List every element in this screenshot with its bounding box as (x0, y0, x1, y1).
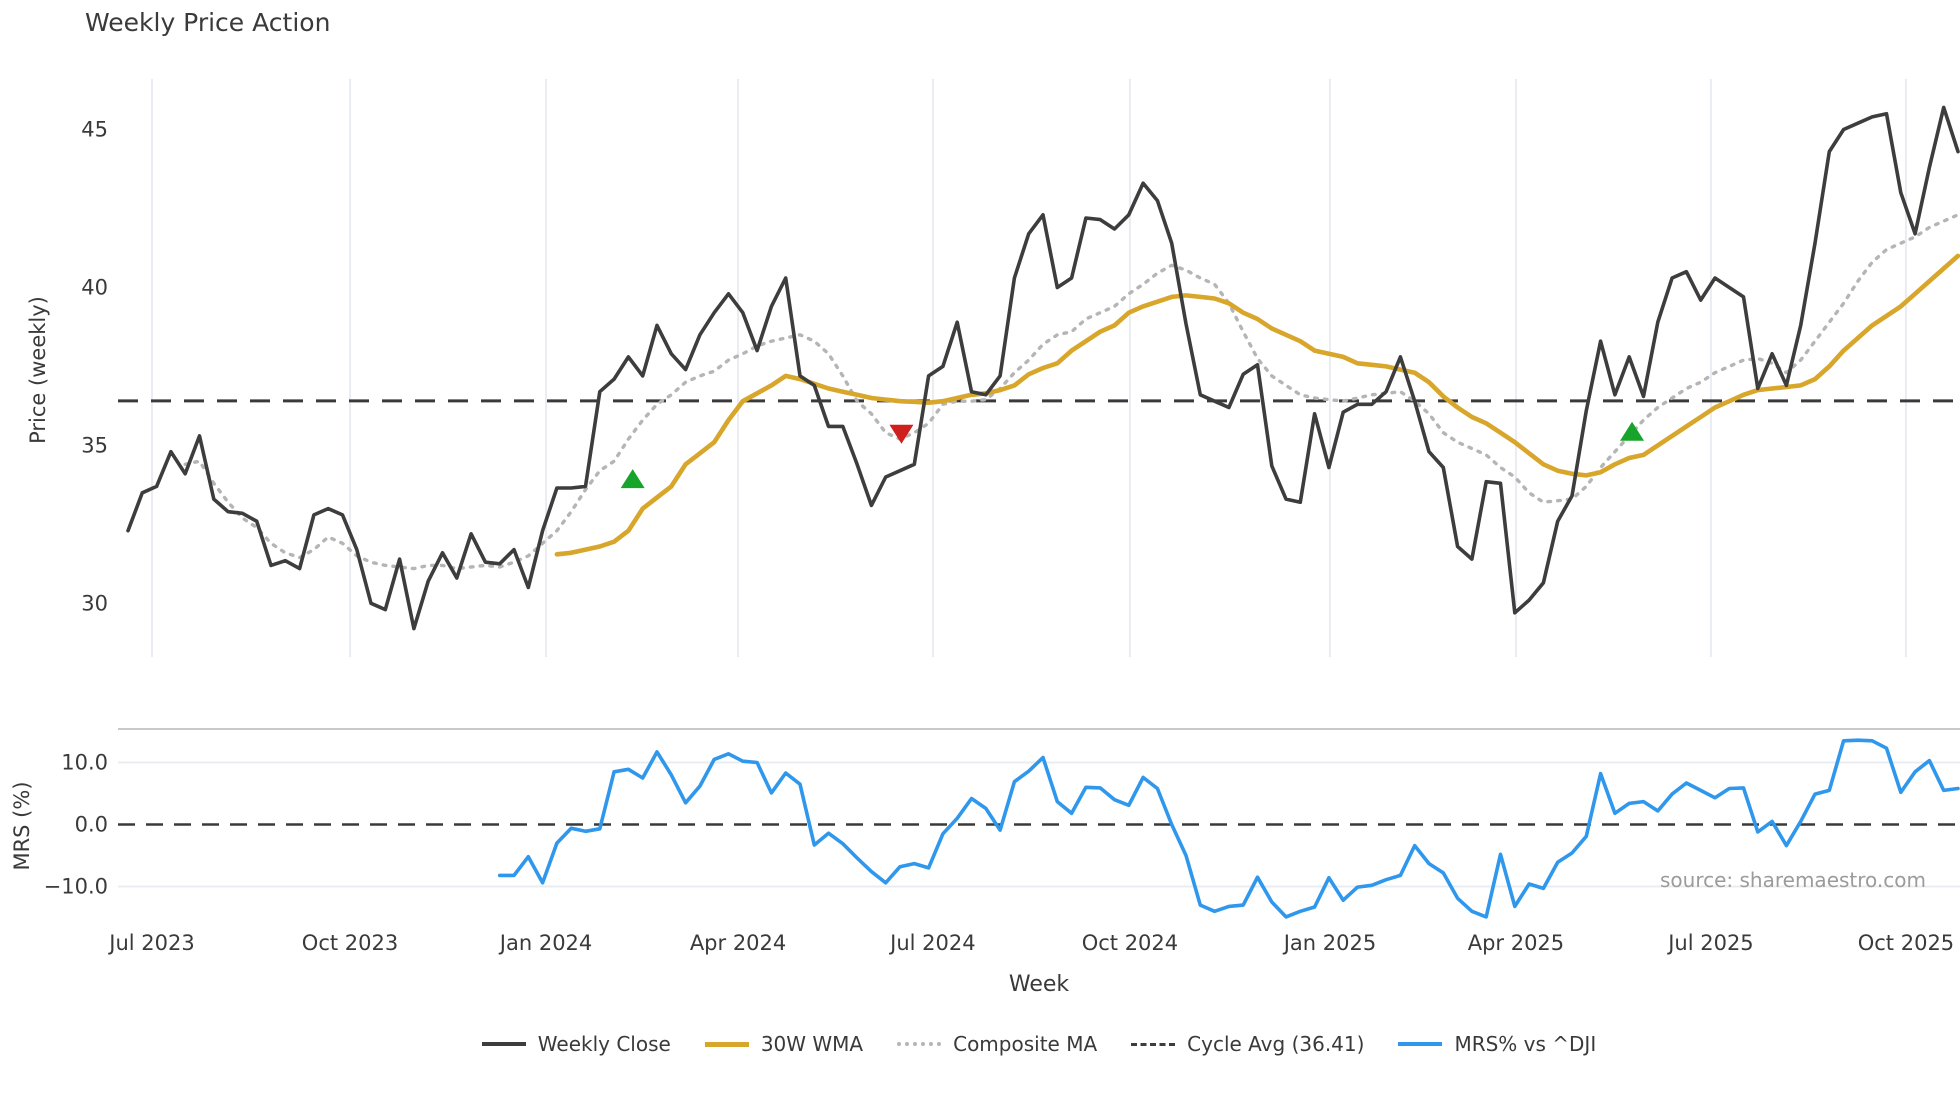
mrs-line (497, 738, 1960, 919)
mrs-ytick-label: −10.0 (44, 875, 108, 899)
buy-signal-marker (1620, 421, 1645, 441)
sell-signal-marker (889, 424, 914, 444)
source-note: source: sharemaestro.com (1660, 868, 1926, 892)
chart-title: Weekly Price Action (85, 8, 331, 37)
x-tick-label: Apr 2024 (690, 931, 786, 955)
legend-item-cycle-avg: Cycle Avg (36.41) (1131, 1032, 1364, 1056)
price-ytick-label: 45 (81, 118, 108, 142)
x-tick-label: Jul 2024 (888, 931, 975, 955)
price-ytick-label: 35 (81, 433, 108, 457)
price-ytick-label: 40 (81, 275, 108, 299)
x-tick-label: Jan 2025 (1282, 931, 1377, 955)
legend-item-weekly-close: Weekly Close (481, 1032, 671, 1056)
weekly-close-line-swatch (481, 1042, 526, 1046)
price-ytick-label: 30 (81, 591, 108, 615)
week-axis-label: Week (1008, 972, 1070, 997)
legend-label: Weekly Close (537, 1032, 671, 1056)
composite-ma-line (183, 213, 1960, 571)
legend-item-mrs: MRS% vs ^DJI (1398, 1032, 1596, 1056)
buy-signal-marker (620, 469, 645, 489)
weekly-close-line (126, 105, 1960, 631)
mrs-ytick-label: 10.0 (61, 750, 108, 774)
x-tick-label: Jan 2024 (498, 931, 593, 955)
mrs-ytick-label: 0.0 (75, 813, 108, 837)
x-tick-label: Jul 2025 (1666, 931, 1753, 955)
x-tick-label: Jul 2023 (107, 931, 194, 955)
legend: Weekly Close 30W WMA Composite MA Cycle … (118, 1032, 1960, 1056)
x-tick-label: Apr 2025 (1468, 931, 1564, 955)
legend-label: Cycle Avg (36.41) (1187, 1032, 1365, 1056)
mrs-line-swatch (1398, 1042, 1443, 1046)
mrs-axis-label: MRS (%) (10, 781, 34, 871)
legend-item-30w-wma: 30W WMA (704, 1032, 864, 1056)
cycle-avg-line-swatch (1131, 1042, 1176, 1046)
x-tick-label: Oct 2023 (302, 931, 398, 955)
wma-line-swatch (704, 1041, 749, 1047)
legend-label: 30W WMA (760, 1032, 864, 1056)
composite-line-swatch (897, 1042, 942, 1046)
wma-30w-line (554, 253, 1960, 557)
legend-label: Composite MA (953, 1032, 1098, 1056)
price-axis-label: Price (weekly) (26, 296, 50, 444)
x-tick-label: Oct 2025 (1858, 931, 1954, 955)
x-tick-label: Oct 2024 (1082, 931, 1178, 955)
legend-label: MRS% vs ^DJI (1454, 1032, 1597, 1056)
legend-item-composite-ma: Composite MA (897, 1032, 1097, 1056)
